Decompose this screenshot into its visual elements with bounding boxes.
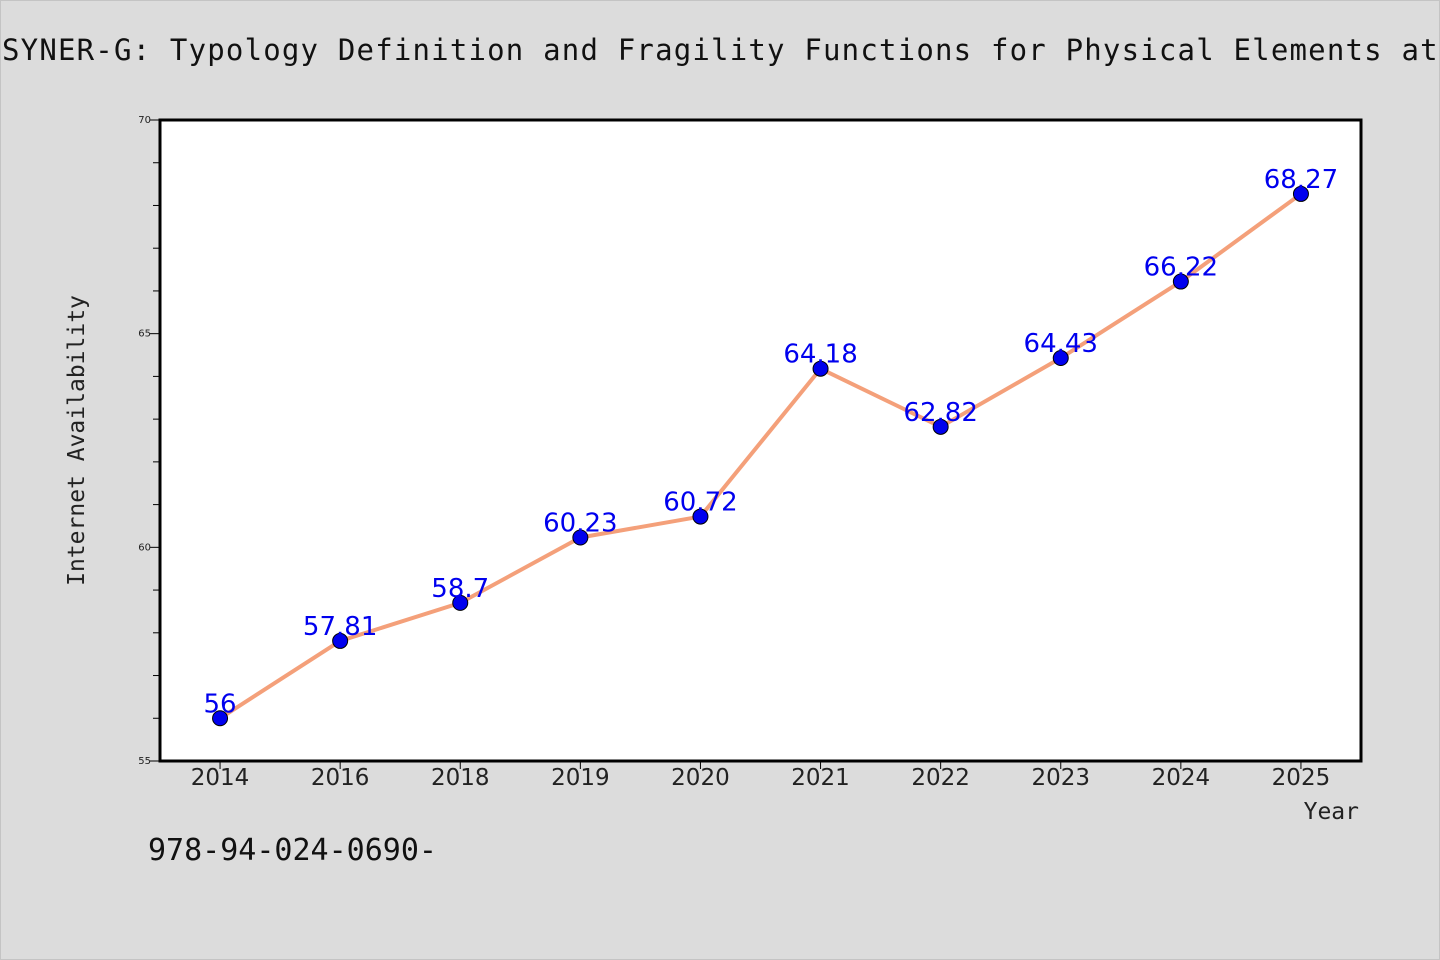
y-tick-label: 70 — [138, 115, 151, 126]
y-tick-label: 60 — [138, 542, 151, 553]
x-tick-label: 2021 — [791, 765, 850, 791]
data-point — [1172, 273, 1189, 290]
data-label: 58.7 — [431, 574, 489, 604]
x-axis: 2014 2016 2018 2019 2020 2021 2022 2023 2024 2025 — [191, 761, 1330, 791]
data-point — [1052, 350, 1069, 367]
data-point — [212, 710, 229, 727]
x-tick-label: 2018 — [431, 765, 490, 791]
footer-text: 978-94-024-0690- — [148, 833, 437, 868]
data-point — [332, 632, 349, 649]
data-point — [812, 360, 829, 377]
y-tick-label: 65 — [138, 329, 151, 340]
data-label: 60.23 — [543, 509, 617, 539]
y-axis-label: Internet Availability — [64, 295, 90, 586]
data-label: 56 — [204, 689, 237, 719]
y-tick-label: 55 — [138, 756, 151, 767]
x-tick-label: 2016 — [311, 765, 370, 791]
y-axis: 55 60 65 70 — [138, 115, 160, 767]
x-tick-label: 2025 — [1272, 765, 1331, 791]
data-point — [452, 594, 469, 611]
chart-title: SYNER-G: Typology Definition and Fragili… — [2, 33, 1438, 67]
x-axis-label: Year — [1304, 799, 1359, 825]
x-tick-label: 2023 — [1031, 765, 1090, 791]
data-label: 62.82 — [903, 398, 977, 428]
x-tick-label: 2019 — [551, 765, 610, 791]
data-point — [572, 529, 589, 546]
data-point — [1292, 185, 1309, 202]
x-tick-label: 2014 — [191, 765, 250, 791]
data-label: 68.27 — [1264, 165, 1338, 195]
data-label: 64.18 — [783, 340, 857, 370]
data-label: 57.81 — [303, 612, 377, 642]
x-tick-label: 2022 — [911, 765, 970, 791]
data-label: 64.43 — [1024, 329, 1098, 359]
data-point — [692, 508, 709, 525]
x-tick-label: 2024 — [1152, 765, 1211, 791]
series-line — [218, 191, 1303, 721]
data-label: 60.72 — [663, 488, 737, 518]
data-point — [932, 418, 949, 435]
series-layer: 56 57.81 58.7 60.23 60.72 64.18 62.82 64.43 66.2… — [204, 165, 1338, 727]
data-label: 66.22 — [1144, 253, 1218, 283]
x-tick-label: 2020 — [671, 765, 730, 791]
